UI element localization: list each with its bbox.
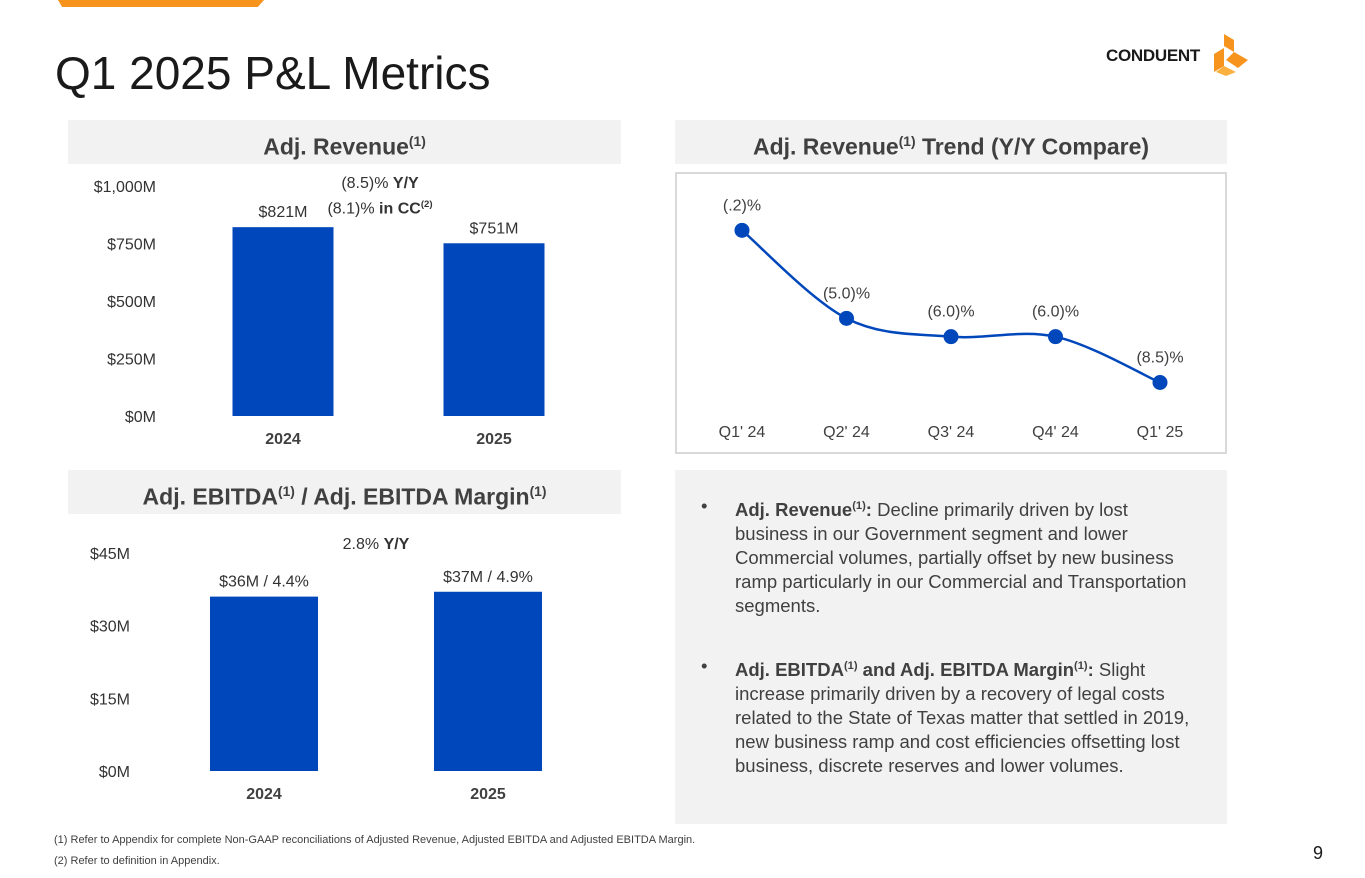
page-number: 9 <box>1313 843 1324 863</box>
bullet-ebitda-label2: and Adj. EBITDA Margin <box>857 659 1075 681</box>
bullet-ebitda-colon: : <box>1087 659 1094 681</box>
revenue-trend-line-chart: (.2)% Q1' 24 (5.0)% Q2' 24 (6.0)% Q3' 24 (6.0)… <box>719 197 1184 441</box>
trend-x-tick-label: Q3' 24 <box>928 424 975 441</box>
trend-point-3 <box>1048 329 1063 345</box>
ebitda-yoy-note: 2.8% Y/Y <box>316 534 436 555</box>
ebitda-x-tick-label: 2025 <box>470 786 506 803</box>
bullet-revenue-label: Adj. Revenue <box>735 499 853 521</box>
conduent-logo: CONDUENT <box>1104 34 1254 76</box>
revenue-yoy-value: (8.5)% <box>341 175 389 192</box>
top-accent-bar <box>58 0 264 7</box>
revenue-panel-heading: Adj. Revenue(1) <box>68 120 621 164</box>
revenue-yoy-note: (8.5)% Y/Y (8.1)% in CC(2) <box>320 173 440 219</box>
ebitda-yoy-label: Y/Y <box>383 536 410 553</box>
ebitda-heading-sup1: (1) <box>278 484 295 499</box>
revenue-heading-text: Adj. Revenue <box>263 133 409 160</box>
trend-point-0 <box>734 222 750 238</box>
bullet-revenue-text: Decline primarily driven by lost busines… <box>735 499 1187 617</box>
revenue-bar-2024 <box>232 227 334 416</box>
trend-heading-sup: (1) <box>898 134 916 149</box>
revenue-cc-sup: (2) <box>420 199 433 210</box>
trend-data-label: (6.0)% <box>927 304 974 321</box>
ebitda-heading-text2: / Adj. EBITDA Margin <box>294 483 530 510</box>
trend-point-4 <box>1152 375 1168 390</box>
revenue-y-tick-label: $500M <box>107 294 156 311</box>
revenue-yoy-label: Y/Y <box>392 175 419 192</box>
commentary-panel: • Adj. Revenue(1): Decline primarily dri… <box>675 470 1227 824</box>
ebitda-y-tick-label: $30M <box>90 619 130 636</box>
bullet-revenue-sup: (1) <box>852 500 866 512</box>
ebitda-y-tick-label: $0M <box>99 764 130 781</box>
bullet-ebitda-sup2: (1) <box>1074 660 1088 672</box>
ebitda-data-label: $37M / 4.9% <box>443 569 533 586</box>
revenue-y-tick-label: $250M <box>107 352 156 369</box>
ebitda-data-label: $36M / 4.4% <box>219 574 309 591</box>
trend-data-label: (5.0)% <box>823 285 870 302</box>
conduent-logo-icon <box>1214 34 1248 76</box>
trend-x-tick-label: Q4' 24 <box>1032 424 1079 441</box>
ebitda-bar-chart: $0M $15M $30M $45M $36M / 4.4% 2024 $37M / 4.9… <box>90 546 542 803</box>
ebitda-heading-sup2: (1) <box>529 484 547 499</box>
revenue-data-label: $751M <box>470 220 519 237</box>
ebitda-x-tick-label: 2024 <box>246 786 282 803</box>
revenue-x-tick-label: 2024 <box>265 431 301 448</box>
logo-text: CONDUENT <box>1106 46 1200 65</box>
ebitda-y-tick-label: $45M <box>90 546 130 563</box>
ebitda-panel-heading: Adj. EBITDA(1) / Adj. EBITDA Margin(1) <box>68 470 621 514</box>
trend-point-1 <box>839 310 854 326</box>
ebitda-y-tick-label: $15M <box>90 691 130 708</box>
revenue-bar-chart: $0M $250M $500M $750M $1,000M $821M 2024 $751M 2… <box>94 179 545 448</box>
trend-data-label: (.2)% <box>723 197 761 214</box>
ebitda-yoy-value: 2.8% <box>342 536 380 553</box>
page-title: Q1 2025 P&L Metrics <box>55 47 491 99</box>
revenue-heading-sup: (1) <box>408 134 426 149</box>
trend-x-tick-label: Q1' 25 <box>1137 424 1184 441</box>
bullet-revenue: • Adj. Revenue(1): Decline primarily dri… <box>701 494 1205 618</box>
trend-x-tick-label: Q2' 24 <box>823 424 870 441</box>
bullet-dot-icon: • <box>701 655 708 676</box>
trend-panel-heading: Adj. Revenue(1) Trend (Y/Y Compare) <box>675 120 1227 164</box>
trend-heading-text1: Adj. Revenue <box>752 133 899 160</box>
trend-x-tick-label: Q1' 24 <box>719 424 766 441</box>
ebitda-bar-2025 <box>434 591 542 771</box>
footnote-2: (2) Refer to definition in Appendix. <box>54 855 220 867</box>
ebitda-heading-text1: Adj. EBITDA <box>142 483 278 510</box>
bullet-ebitda-sup: (1) <box>843 660 858 672</box>
bullet-revenue-colon: : <box>865 499 872 521</box>
footnote-1: (1) Refer to Appendix for complete Non-G… <box>54 834 696 846</box>
bullet-dot-icon: • <box>701 495 708 516</box>
trend-data-label: (6.0)% <box>1032 304 1079 321</box>
revenue-data-label: $821M <box>259 204 308 221</box>
ebitda-bar-2024 <box>210 596 318 771</box>
revenue-y-tick-label: $1,000M <box>94 179 156 196</box>
trend-chart-frame: (.2)% Q1' 24 (5.0)% Q2' 24 (6.0)% Q3' 24 (6.0)… <box>675 172 1227 454</box>
revenue-y-tick-label: $0M <box>125 409 156 426</box>
bullet-ebitda-label: Adj. EBITDA <box>735 659 844 681</box>
bullet-ebitda: • Adj. EBITDA(1) and Adj. EBITDA Margin(… <box>701 654 1205 778</box>
revenue-y-tick-label: $750M <box>107 237 156 254</box>
bullet-ebitda-text: Slight increase primarily driven by a re… <box>735 659 1190 777</box>
trend-heading-text2: Trend (Y/Y Compare) <box>915 133 1150 160</box>
trend-point-2 <box>943 329 959 345</box>
revenue-cc-value: (8.1)% <box>327 200 375 218</box>
trend-data-label: (8.5)% <box>1136 350 1183 367</box>
revenue-x-tick-label: 2025 <box>476 431 512 448</box>
revenue-bar-2025 <box>443 243 545 416</box>
revenue-cc-label: in CC <box>379 200 421 218</box>
